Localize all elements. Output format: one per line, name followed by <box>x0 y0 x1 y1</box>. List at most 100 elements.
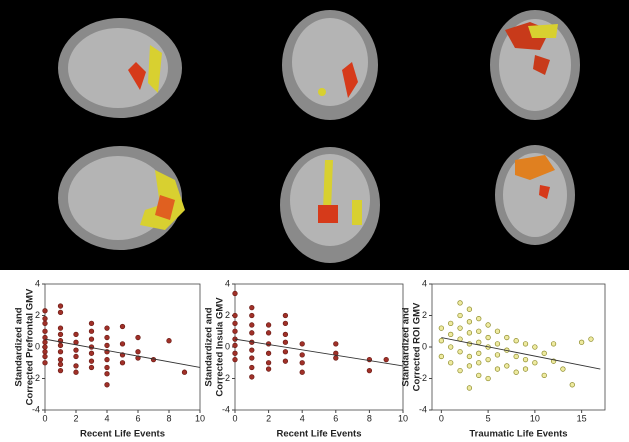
data-point <box>504 334 510 341</box>
data-point <box>232 320 238 327</box>
y-tick-label: -2 <box>32 373 40 383</box>
data-point <box>265 330 272 336</box>
data-point <box>466 306 473 312</box>
y-tick-label: -4 <box>222 404 230 414</box>
data-point <box>249 347 255 353</box>
y-axis-label: Standardized and <box>204 307 215 386</box>
data-point <box>88 364 95 371</box>
y-tick-label: 2 <box>35 310 40 320</box>
data-point <box>282 312 289 319</box>
data-point <box>299 360 305 366</box>
data-point <box>135 349 141 355</box>
data-point <box>476 316 482 322</box>
data-point <box>494 341 501 347</box>
data-point <box>88 336 95 342</box>
data-point <box>333 341 339 347</box>
data-point <box>42 320 48 327</box>
x-tick-label: 8 <box>166 413 171 423</box>
brain-coronal-2 <box>280 147 380 263</box>
data-point <box>249 364 255 371</box>
data-point <box>73 369 79 375</box>
data-point <box>57 325 64 331</box>
data-point <box>57 309 64 316</box>
y-axis-label: Standardized and <box>401 307 412 386</box>
y-tick-label: -4 <box>32 404 40 414</box>
data-point <box>588 336 594 342</box>
scatter-plot: -4 -2 0 2 4 0 5 10 15 Traumatic Life Events Standa… <box>401 278 606 440</box>
data-point <box>104 356 110 363</box>
data-point <box>249 374 255 380</box>
data-point <box>466 330 473 336</box>
y-tick-label: 4 <box>35 278 40 288</box>
data-point <box>249 330 255 336</box>
data-point <box>265 322 272 328</box>
x-axis-label: Traumatic Life Events <box>469 429 567 440</box>
data-point <box>42 316 48 322</box>
data-point <box>438 325 445 331</box>
brain-panel <box>0 0 629 270</box>
x-tick-label: 4 <box>300 413 305 423</box>
y-axis-label: Corrected Insula GMV <box>215 297 226 397</box>
data-point <box>513 369 519 375</box>
data-point <box>42 308 48 314</box>
data-point <box>57 342 64 349</box>
data-point <box>232 342 238 349</box>
data-point <box>42 349 48 355</box>
x-tick-label: 10 <box>398 413 408 423</box>
data-point <box>232 356 238 363</box>
data-point <box>42 339 48 345</box>
data-point <box>232 312 238 319</box>
data-point <box>104 364 110 371</box>
data-point <box>282 349 289 355</box>
data-point <box>249 355 255 361</box>
data-point <box>438 338 445 344</box>
y-tick-label: 4 <box>422 278 427 288</box>
data-point <box>73 331 79 338</box>
data-point <box>466 353 473 360</box>
data-point <box>166 338 172 344</box>
data-point <box>57 356 64 363</box>
data-point <box>333 355 339 361</box>
x-tick-label: 10 <box>530 413 540 423</box>
x-tick-label: 0 <box>439 413 444 423</box>
brain-axial-1 <box>490 10 580 120</box>
y-tick-label: 0 <box>422 341 427 351</box>
y-axis-label: Standardized and <box>14 307 25 386</box>
data-point <box>42 344 48 350</box>
data-point <box>494 366 501 372</box>
x-tick-label: 0 <box>42 413 47 423</box>
fit-line <box>234 338 404 367</box>
data-point <box>569 382 575 388</box>
data-point <box>73 353 79 360</box>
data-point <box>457 349 463 355</box>
data-point <box>485 334 491 341</box>
data-point <box>42 360 48 366</box>
data-point <box>494 352 501 358</box>
data-point <box>476 339 482 345</box>
data-point <box>88 350 95 356</box>
x-tick-label: 6 <box>135 413 140 423</box>
data-point <box>42 328 48 334</box>
data-point <box>88 358 95 364</box>
y-tick-label: -4 <box>419 404 427 414</box>
data-point <box>476 372 482 379</box>
data-point <box>513 338 519 344</box>
y-tick-label: 0 <box>225 341 230 351</box>
plot-frame <box>234 283 404 411</box>
data-point <box>541 350 547 356</box>
brain-axial-2 <box>495 145 575 245</box>
data-point <box>57 361 64 367</box>
data-point <box>88 320 95 327</box>
data-point <box>457 367 463 374</box>
data-point <box>119 341 126 347</box>
data-point <box>504 363 510 369</box>
data-point <box>119 323 126 330</box>
y-tick-label: 2 <box>225 310 230 320</box>
x-tick-label: 4 <box>104 413 109 423</box>
data-point <box>494 328 501 334</box>
data-point <box>466 319 473 325</box>
data-point <box>485 322 491 328</box>
data-point <box>383 356 389 363</box>
brain-sagittal-2 <box>58 146 185 250</box>
y-tick-label: 4 <box>225 278 230 288</box>
